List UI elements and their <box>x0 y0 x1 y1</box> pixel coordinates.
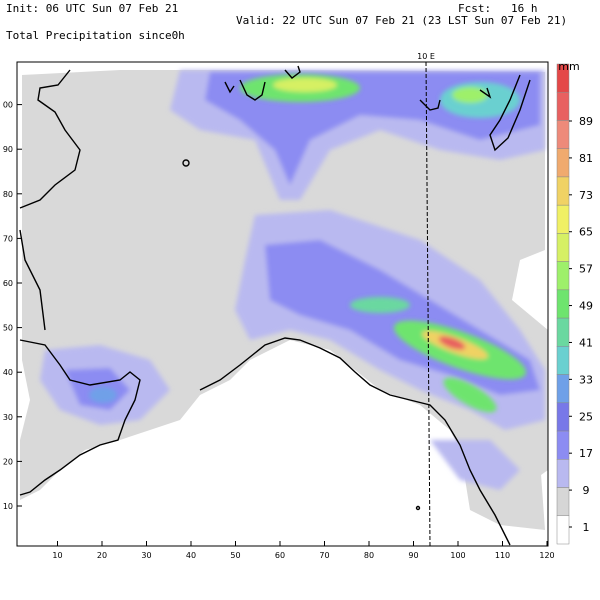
coast-north-1 <box>284 65 301 79</box>
y-tick-label: 40 <box>3 368 13 377</box>
legend-swatch <box>556 261 570 291</box>
x-tick-label: 20 <box>97 551 107 560</box>
y-tick-label: 30 <box>3 413 13 422</box>
y-tick-label: 10 <box>3 502 13 511</box>
precip-field <box>19 62 548 546</box>
coast-islet-1 <box>182 159 190 167</box>
legend-label: 33 <box>579 373 593 386</box>
precip-core-east-red <box>438 336 466 350</box>
legend-label: 57 <box>579 263 593 276</box>
y-tick-label: 70 <box>3 234 13 243</box>
plot-frame <box>16 61 549 547</box>
coast-northeast <box>489 74 531 152</box>
legend-swatch <box>556 487 570 517</box>
x-tick-label: 50 <box>230 551 240 560</box>
axis-ticks: 10 20 30 40 50 60 70 80 90 100 110 120 10 20 30 40 50 60 7… <box>3 101 555 560</box>
forecast-hour: Fcst: 16 h <box>458 2 538 15</box>
legend-label: 25 <box>579 410 593 423</box>
x-tick-label: 60 <box>275 551 285 560</box>
y-tick-label: 90 <box>3 145 13 154</box>
border-southwest-inner <box>19 229 46 331</box>
legend-label: 65 <box>579 226 593 239</box>
x-tick-label: 80 <box>364 551 374 560</box>
y-tick-label: 20 <box>3 457 13 466</box>
x-tick-label: 120 <box>539 551 554 560</box>
border-southwest <box>19 339 141 496</box>
precip-band-south <box>430 440 520 490</box>
x-tick-label: 30 <box>141 551 151 560</box>
x-tick-label: 90 <box>408 551 418 560</box>
meridian-10e <box>425 62 431 546</box>
precip-core-se-green <box>443 377 497 413</box>
legend-swatch <box>556 148 570 178</box>
legend: 89 81 73 65 57 49 41 33 25 17 9 1 <box>556 63 593 545</box>
coast-north-3 <box>224 81 235 94</box>
legend-swatch <box>556 289 570 319</box>
x-tick-label: 110 <box>495 551 510 560</box>
meridian-label: 10 E <box>417 52 435 61</box>
legend-swatch <box>556 459 570 488</box>
legend-swatch <box>556 120 570 149</box>
precip-core-ne-yellow <box>452 87 488 103</box>
legend-swatch <box>556 91 570 121</box>
precip-core-center-green <box>350 297 410 313</box>
precip-core-west-green <box>89 387 117 403</box>
legend-label: 1 <box>583 521 590 534</box>
legend-swatch <box>556 374 570 404</box>
legend-label: 49 <box>579 300 593 313</box>
coast-north-5 <box>479 87 492 99</box>
legend-swatch <box>556 515 570 545</box>
legend-label: 81 <box>579 152 593 165</box>
legend-swatch <box>556 430 570 460</box>
x-tick-label: 10 <box>52 551 62 560</box>
legend-swatch <box>556 402 570 432</box>
legend-swatch <box>556 204 570 234</box>
legend-unit: mm <box>558 60 579 73</box>
legend-swatch <box>556 176 570 206</box>
y-tick-label: 50 <box>3 324 13 333</box>
border-west <box>19 69 81 209</box>
coast-islet-2 <box>415 505 421 511</box>
x-tick-label: 40 <box>186 551 196 560</box>
legend-label: 73 <box>579 189 593 202</box>
x-tick-label: 70 <box>319 551 329 560</box>
field-name: Total Precipitation since0h <box>6 29 185 42</box>
legend-swatch <box>556 346 570 375</box>
precip-core-north-yellow <box>273 78 337 92</box>
legend-label: 89 <box>579 115 593 128</box>
coast-north-2 <box>239 79 266 101</box>
y-tick-label: 60 <box>3 279 13 288</box>
valid-time: Valid: 22 UTC Sun 07 Feb 21 (23 LST Sun … <box>236 14 568 27</box>
legend-swatch <box>556 233 570 262</box>
init-time: Init: 06 UTC Sun 07 Feb 21 <box>6 2 179 15</box>
coastlines <box>19 65 531 546</box>
coastline-south <box>199 337 511 546</box>
legend-label: 17 <box>579 447 593 460</box>
coast-north-4 <box>419 99 441 111</box>
y-tick-label: 00 <box>3 101 13 110</box>
x-tick-label: 100 <box>450 551 465 560</box>
legend-label: 41 <box>579 336 593 349</box>
legend-swatch <box>556 317 570 347</box>
y-tick-label: 80 <box>3 190 13 199</box>
legend-label: 9 <box>583 484 590 497</box>
